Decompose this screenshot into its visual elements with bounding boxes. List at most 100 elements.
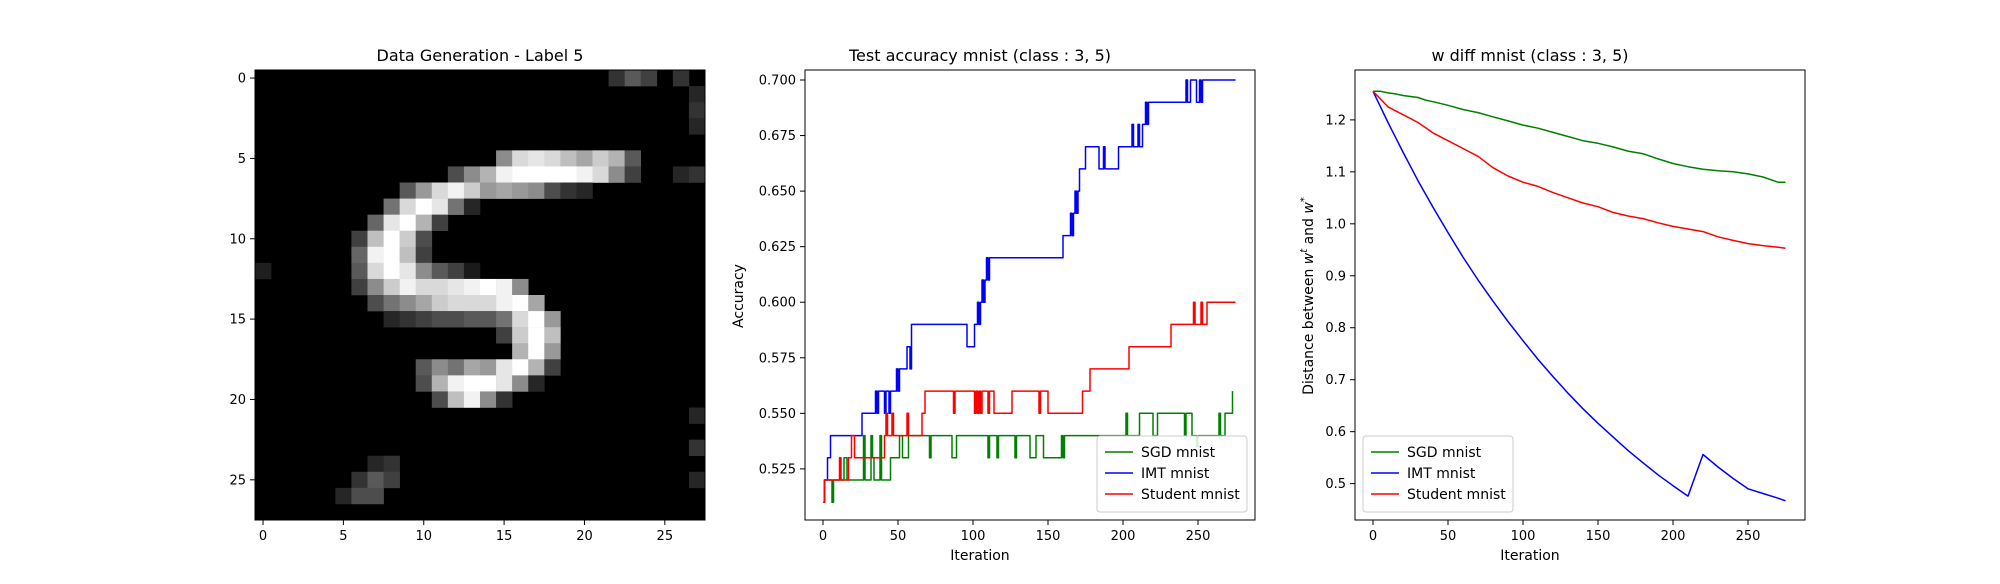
- heatmap-cell: [480, 359, 497, 376]
- x-tick-label: 50: [890, 529, 907, 544]
- x-tick-label: 200: [1661, 529, 1686, 544]
- heatmap-cell: [431, 214, 449, 232]
- heatmap-cell: [688, 407, 706, 424]
- x-tick-label: 0: [819, 529, 827, 544]
- heatmap-cell: [463, 311, 481, 328]
- heatmap-cell: [496, 295, 513, 312]
- heatmap-y-tick-label: 5: [238, 152, 246, 167]
- heatmap-cell: [447, 278, 465, 296]
- heatmap-cell: [672, 166, 690, 183]
- heatmap-cell: [528, 295, 545, 312]
- heatmap-cell: [367, 455, 384, 473]
- heatmap-cell: [367, 246, 384, 264]
- heatmap-cell: [560, 150, 577, 167]
- heatmap-cell: [447, 262, 465, 280]
- heatmap-cell: [480, 166, 497, 183]
- heatmap-cell: [496, 166, 513, 183]
- accuracy-ylabel: Accuracy: [731, 264, 747, 328]
- heatmap-cell: [447, 295, 465, 312]
- heatmap-cell: [592, 150, 609, 167]
- heatmap-x-ticks: 0 5 10 15 20 25: [259, 520, 673, 544]
- heatmap-cell: [672, 70, 690, 87]
- y-tick-label: 0.625: [759, 240, 796, 255]
- heatmap-cell: [399, 214, 417, 232]
- heatmap-cell: [512, 359, 529, 376]
- heatmap-cell: [480, 311, 497, 328]
- heatmap-cell: [399, 230, 417, 248]
- heatmap-cell: [447, 311, 465, 328]
- heatmap-cell: [415, 375, 433, 392]
- heatmap-cell: [624, 70, 642, 87]
- heatmap-cell: [415, 182, 433, 199]
- heatmap-y-tick-label: 25: [229, 473, 246, 488]
- heatmap-cell: [496, 359, 513, 376]
- heatmap-cell: [512, 166, 529, 183]
- plot-frame: [804, 69, 1256, 521]
- heatmap-cell: [431, 182, 449, 199]
- heatmap-cell: [688, 166, 706, 183]
- heatmap-cells: [255, 70, 706, 520]
- y-tick-label: 0.600: [759, 296, 796, 311]
- heatmap-cell: [463, 375, 481, 392]
- legend-label: IMT mnist: [1407, 466, 1476, 482]
- heatmap-cell: [560, 182, 577, 199]
- heatmap-cell: [399, 295, 417, 312]
- x-tick-label: 150: [1036, 529, 1061, 544]
- heatmap-cell: [447, 375, 465, 392]
- x-tick-label: 0: [1369, 529, 1377, 544]
- heatmap-cell: [367, 278, 384, 296]
- x-tick-label: 100: [961, 529, 986, 544]
- heatmap-cell: [688, 86, 706, 103]
- heatmap-cell: [463, 182, 481, 199]
- heatmap-cell: [351, 230, 368, 248]
- heatmap-cell: [415, 246, 433, 264]
- heatmap-panel: Data Generation - Label 5 0 5 10 15 20 25 0 5 1…: [229, 46, 706, 544]
- legend-box: [1362, 435, 1514, 513]
- heatmap-cell: [415, 262, 433, 280]
- heatmap-cell: [640, 70, 658, 87]
- heatmap-cell: [688, 439, 706, 457]
- heatmap-cell: [512, 182, 529, 199]
- heatmap-cell: [335, 487, 352, 505]
- heatmap-cell: [367, 214, 384, 232]
- wdiff-xlabel: Iteration: [1500, 548, 1559, 564]
- y-tick-label: 0.5: [1325, 477, 1346, 492]
- heatmap-x-tick-label: 15: [496, 529, 513, 544]
- heatmap-cell: [624, 166, 642, 183]
- heatmap-cell: [463, 391, 481, 408]
- wdiff-ylabel: Distance between wt and w*: [1299, 197, 1317, 395]
- wdiff-title: w diff mnist (class : 3, 5): [1431, 46, 1628, 65]
- heatmap-cell: [367, 262, 384, 280]
- heatmap-frame: [254, 69, 706, 521]
- heatmap-cell: [576, 182, 593, 199]
- x-tick-label: 100: [1511, 529, 1536, 544]
- series-line: [1372, 90, 1786, 249]
- heatmap-cell: [351, 246, 368, 264]
- heatmap-x-tick-label: 0: [259, 529, 267, 544]
- heatmap-cell: [544, 311, 561, 328]
- series-line: [823, 301, 1236, 503]
- y-tick-label: 0.6: [1325, 425, 1346, 440]
- plot-frame: [1354, 69, 1806, 521]
- y-tick-label: 1.2: [1325, 113, 1346, 128]
- heatmap-cell: [415, 214, 433, 232]
- y-tick-label: 1.1: [1325, 165, 1346, 180]
- y-tick-label: 0.700: [759, 74, 796, 89]
- heatmap-cell: [512, 311, 529, 328]
- series-line: [1373, 90, 1786, 183]
- heatmap-cell: [463, 262, 481, 280]
- heatmap-cell: [367, 471, 384, 489]
- heatmap-cell: [415, 198, 433, 215]
- heatmap-cell: [512, 375, 529, 392]
- heatmap-cell: [592, 166, 609, 183]
- heatmap-cell: [512, 295, 529, 312]
- y-tick-label: 0.8: [1325, 321, 1346, 336]
- heatmap-cell: [383, 278, 400, 296]
- heatmap-cell: [447, 166, 465, 183]
- heatmap-cell: [415, 359, 433, 376]
- legend-label: Student mnist: [1407, 487, 1506, 503]
- heatmap-cell: [496, 311, 513, 328]
- heatmap-cell: [399, 262, 417, 280]
- heatmap-cell: [431, 391, 449, 408]
